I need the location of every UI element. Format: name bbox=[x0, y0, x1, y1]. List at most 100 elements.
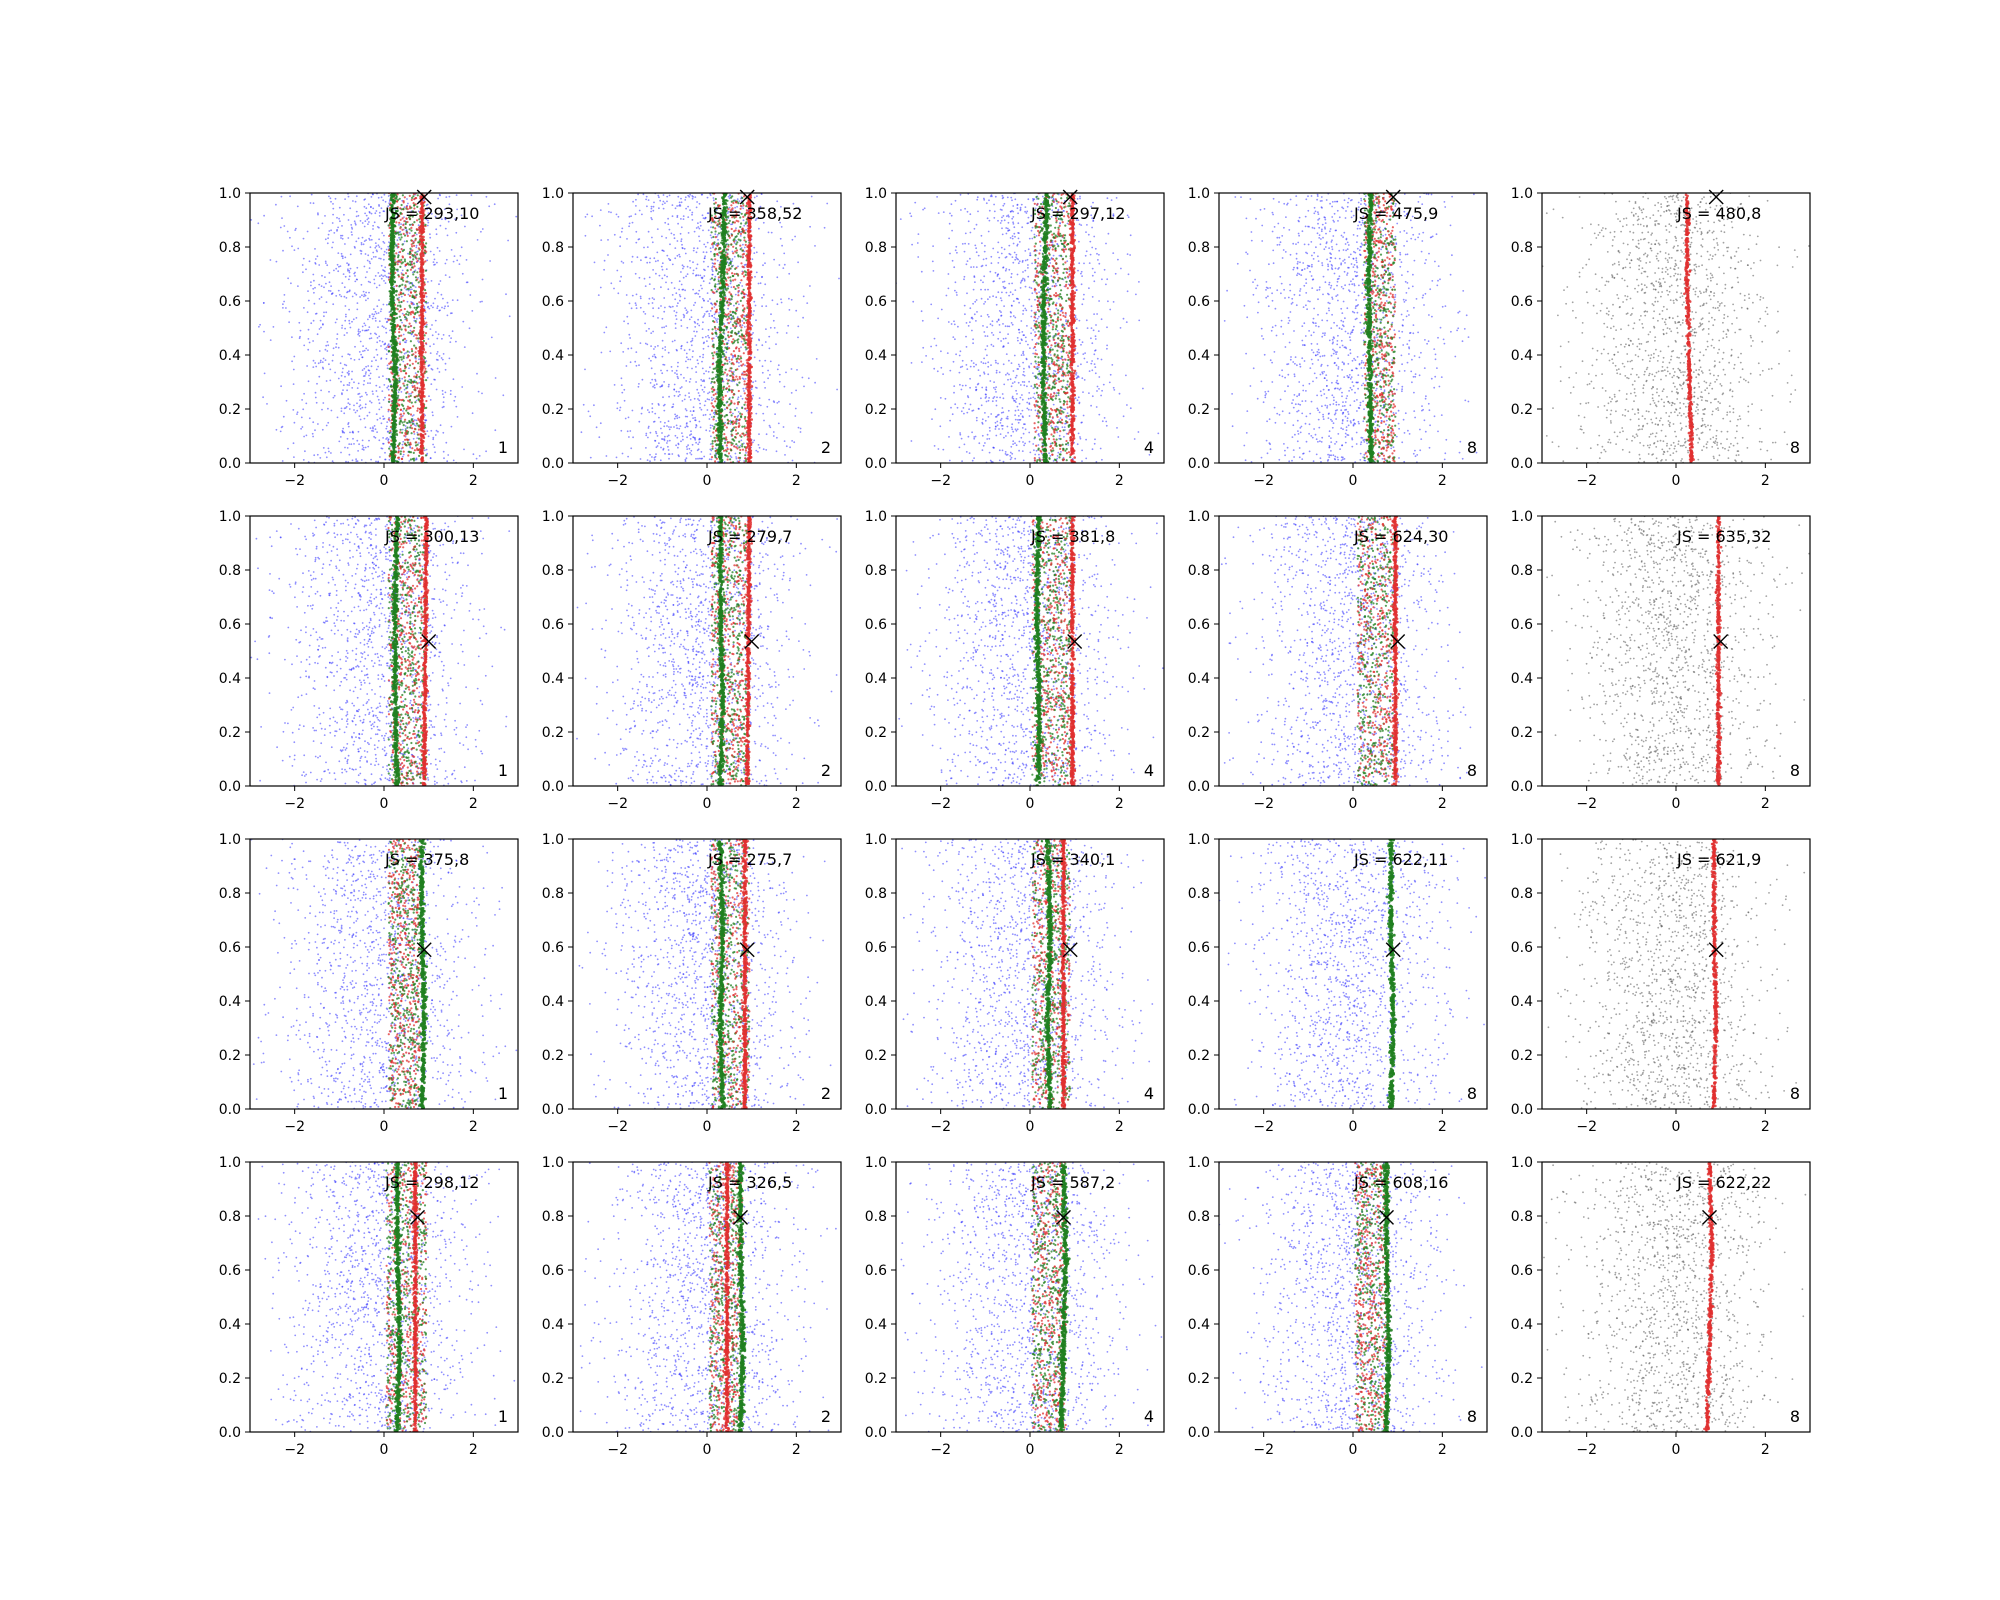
point-background bbox=[688, 195, 691, 198]
point-band bbox=[416, 310, 419, 313]
point-background bbox=[697, 274, 700, 277]
point-background bbox=[691, 356, 694, 358]
point-background bbox=[340, 252, 343, 255]
point-background bbox=[348, 408, 351, 410]
point-background bbox=[616, 269, 619, 272]
point-band bbox=[742, 215, 745, 218]
point-background bbox=[625, 365, 628, 367]
point-background bbox=[369, 239, 371, 241]
point-method-a bbox=[419, 267, 423, 270]
point-background bbox=[790, 368, 793, 370]
point-band bbox=[398, 331, 401, 334]
point-band bbox=[728, 317, 731, 320]
point-background bbox=[367, 445, 370, 448]
point-background bbox=[684, 426, 687, 429]
point-background bbox=[312, 340, 314, 342]
point-background bbox=[687, 216, 690, 219]
point-background bbox=[437, 197, 439, 200]
point-background bbox=[638, 420, 641, 423]
point-background bbox=[598, 436, 601, 439]
point-background bbox=[338, 217, 340, 220]
point-background bbox=[589, 456, 592, 459]
point-band bbox=[400, 203, 403, 207]
point-background bbox=[764, 359, 767, 362]
point-method-b bbox=[392, 326, 396, 330]
point-background bbox=[630, 347, 633, 350]
point-background bbox=[650, 205, 653, 208]
point-band bbox=[730, 358, 733, 361]
point-background bbox=[313, 302, 316, 305]
point-band bbox=[732, 393, 735, 396]
point-background bbox=[382, 442, 384, 445]
point-band bbox=[402, 382, 405, 385]
point-background bbox=[642, 310, 645, 313]
point-method-a bbox=[420, 416, 423, 420]
point-background bbox=[375, 245, 378, 248]
point-band bbox=[401, 446, 404, 449]
point-background bbox=[361, 236, 364, 239]
point-band bbox=[736, 241, 739, 244]
point-background bbox=[681, 288, 684, 291]
point-background bbox=[325, 424, 328, 427]
point-band bbox=[407, 395, 411, 398]
point-background bbox=[695, 381, 697, 383]
point-background bbox=[398, 458, 400, 461]
point-method-a bbox=[422, 294, 426, 297]
point-background bbox=[319, 457, 322, 459]
point-background bbox=[707, 300, 709, 302]
point-background bbox=[385, 327, 387, 330]
point-background bbox=[340, 295, 343, 298]
point-method-b bbox=[393, 387, 397, 391]
point-background bbox=[764, 341, 767, 343]
point-background bbox=[399, 341, 401, 344]
point-background bbox=[263, 330, 265, 333]
point-background bbox=[331, 359, 334, 362]
point-background bbox=[754, 304, 757, 307]
point-background bbox=[346, 437, 349, 440]
point-background bbox=[740, 346, 742, 349]
point-background bbox=[769, 374, 771, 376]
point-band bbox=[410, 291, 413, 294]
point-background bbox=[407, 293, 410, 296]
point-band bbox=[409, 256, 412, 259]
point-background bbox=[378, 275, 381, 277]
point-band bbox=[388, 394, 391, 397]
point-band bbox=[406, 220, 409, 224]
point-background bbox=[784, 454, 786, 456]
point-background bbox=[480, 230, 482, 233]
point-band bbox=[398, 377, 401, 380]
point-background bbox=[702, 353, 705, 356]
point-background bbox=[711, 265, 714, 268]
point-background bbox=[353, 443, 355, 445]
point-band bbox=[408, 218, 412, 221]
point-band bbox=[418, 454, 421, 457]
point-background bbox=[429, 233, 431, 236]
point-band bbox=[730, 414, 733, 417]
point-background bbox=[683, 349, 686, 352]
point-background bbox=[446, 314, 449, 317]
point-background bbox=[708, 377, 711, 380]
point-method-b bbox=[392, 266, 396, 270]
point-band bbox=[404, 263, 408, 267]
point-band bbox=[739, 225, 742, 229]
point-background bbox=[364, 212, 366, 215]
point-background bbox=[328, 289, 330, 292]
point-background bbox=[285, 307, 287, 309]
point-band bbox=[728, 267, 731, 270]
point-background bbox=[731, 250, 734, 253]
point-background bbox=[677, 222, 679, 225]
point-background bbox=[711, 273, 714, 276]
point-band bbox=[402, 200, 405, 203]
point-background bbox=[434, 319, 437, 322]
point-band bbox=[740, 222, 743, 225]
point-background bbox=[389, 420, 391, 422]
point-band bbox=[396, 445, 399, 448]
point-background bbox=[660, 427, 662, 430]
point-background bbox=[769, 426, 772, 429]
point-method-b bbox=[391, 211, 394, 214]
point-method-b bbox=[394, 439, 397, 443]
point-method-b bbox=[392, 401, 396, 405]
point-background bbox=[660, 265, 663, 268]
point-background bbox=[661, 277, 664, 280]
point-background bbox=[365, 347, 368, 350]
